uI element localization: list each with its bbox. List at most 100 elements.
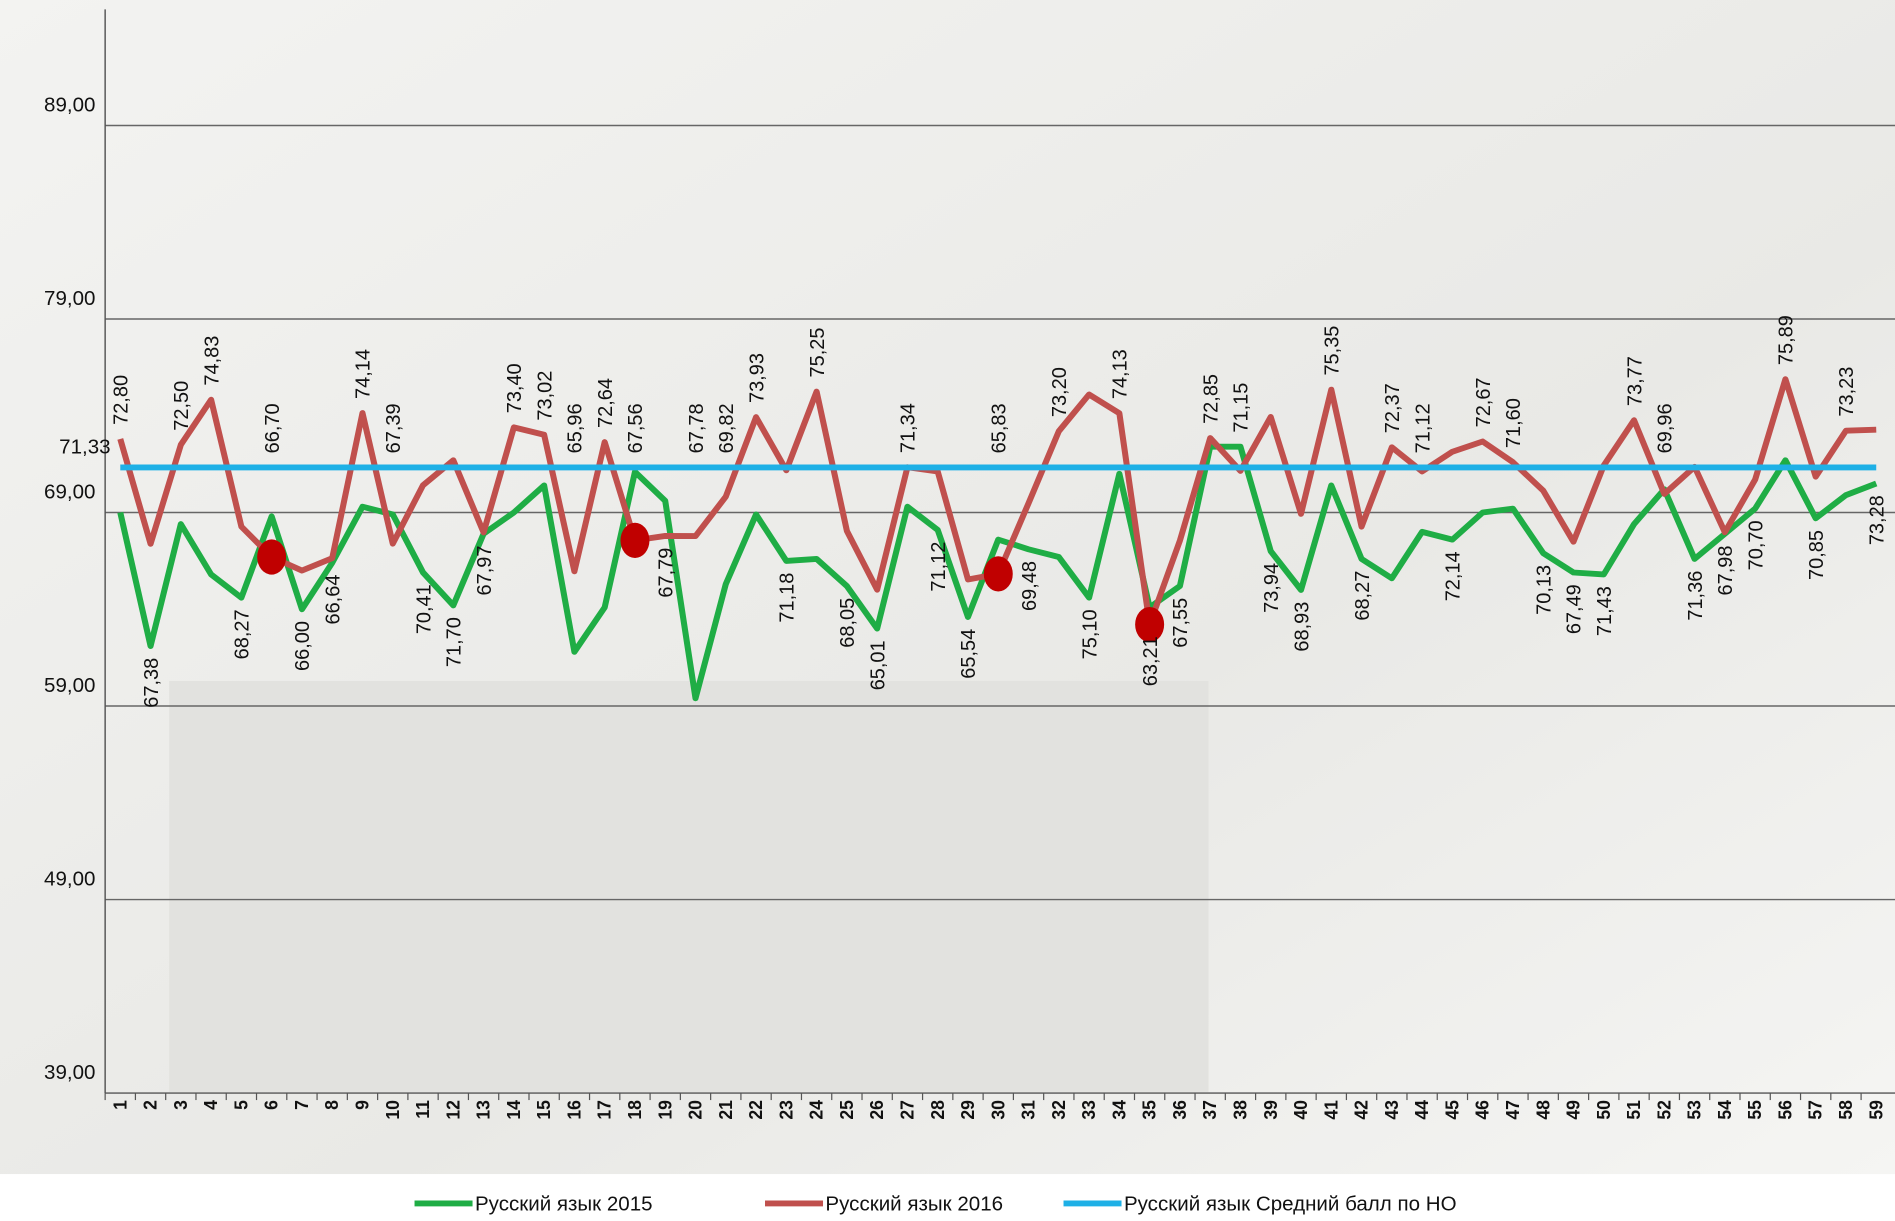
- y-tick-label: 69,00: [44, 482, 95, 504]
- x-tick-label: 46: [1472, 1100, 1492, 1120]
- legend-label: Русский язык 2015: [475, 1194, 653, 1216]
- x-tick-label: 58: [1836, 1100, 1856, 1120]
- legend-label: Русский язык 2016: [825, 1194, 1003, 1216]
- data-label: 66,00: [292, 621, 314, 671]
- data-label: 72,80: [110, 375, 132, 425]
- x-tick-label: 43: [1382, 1100, 1402, 1120]
- data-label: 70,41: [413, 584, 435, 634]
- data-label: 67,98: [1715, 546, 1737, 596]
- chart: 39,0049,0059,0069,0079,0089,001234567891…: [0, 0, 1895, 1221]
- x-tick-label: 55: [1745, 1100, 1765, 1120]
- x-tick-label: 37: [1200, 1100, 1220, 1120]
- data-label: 66,70: [262, 403, 284, 453]
- data-label: 67,56: [625, 403, 647, 453]
- x-tick-label: 45: [1442, 1100, 1462, 1120]
- data-label: 74,14: [352, 349, 374, 399]
- data-label: 75,35: [1321, 326, 1343, 376]
- data-label: 67,79: [655, 548, 677, 598]
- x-tick-label: 25: [837, 1100, 857, 1120]
- x-tick-label: 42: [1351, 1100, 1371, 1120]
- x-tick-label: 26: [867, 1100, 887, 1120]
- x-tick-label: 14: [504, 1100, 524, 1120]
- x-tick-label: 32: [1049, 1100, 1069, 1120]
- data-label: 70,70: [1745, 520, 1767, 570]
- x-tick-label: 49: [1563, 1100, 1583, 1120]
- x-tick-label: 3: [171, 1100, 191, 1110]
- x-tick-label: 2: [140, 1100, 160, 1110]
- data-label: 67,78: [686, 403, 708, 453]
- x-tick-label: 36: [1170, 1100, 1190, 1120]
- data-label: 73,93: [746, 353, 768, 403]
- data-label: 68,93: [1291, 602, 1313, 652]
- x-tick-label: 9: [352, 1100, 372, 1110]
- x-tick-label: 44: [1412, 1100, 1432, 1120]
- data-label: 71,33: [59, 437, 110, 459]
- data-label: 65,96: [564, 403, 586, 453]
- data-label: 72,85: [1200, 374, 1222, 424]
- x-tick-label: 50: [1594, 1100, 1614, 1120]
- data-label: 71,12: [928, 542, 950, 592]
- data-label: 72,37: [1382, 383, 1404, 433]
- data-label: 73,77: [1624, 356, 1646, 406]
- x-tick-label: 33: [1079, 1100, 1099, 1120]
- x-tick-label: 52: [1654, 1100, 1674, 1120]
- data-label: 71,70: [443, 617, 465, 667]
- data-label: 71,12: [1412, 403, 1434, 453]
- x-tick-label: 4: [201, 1100, 221, 1110]
- highlight-marker: [984, 556, 1013, 591]
- data-label: 65,54: [958, 629, 980, 679]
- x-tick-label: 17: [594, 1100, 614, 1120]
- data-label: 71,18: [776, 573, 798, 623]
- data-label: 73,23: [1836, 367, 1858, 417]
- data-label: 75,89: [1775, 315, 1797, 365]
- data-label: 72,50: [171, 381, 193, 431]
- x-tick-label: 5: [231, 1100, 251, 1110]
- data-label: 71,60: [1503, 398, 1525, 448]
- data-label: 72,14: [1442, 551, 1464, 601]
- x-tick-label: 57: [1805, 1100, 1825, 1120]
- data-label: 70,85: [1806, 530, 1828, 580]
- data-label: 75,25: [807, 328, 829, 378]
- data-label: 70,13: [1533, 565, 1555, 615]
- x-tick-label: 39: [1261, 1100, 1281, 1120]
- highlight-marker: [620, 523, 649, 558]
- data-label: 67,38: [141, 658, 163, 708]
- x-tick-label: 24: [806, 1100, 826, 1120]
- y-tick-label: 49,00: [44, 869, 95, 891]
- x-tick-label: 35: [1139, 1100, 1159, 1120]
- data-label: 69,48: [1019, 561, 1041, 611]
- x-tick-label: 54: [1715, 1100, 1735, 1120]
- x-tick-label: 20: [685, 1100, 705, 1120]
- x-tick-label: 8: [322, 1100, 342, 1110]
- x-tick-label: 27: [897, 1100, 917, 1120]
- data-label: 74,83: [201, 336, 223, 386]
- data-label: 66,64: [322, 575, 344, 625]
- y-tick-label: 39,00: [44, 1062, 95, 1084]
- background-building: [169, 681, 1208, 1092]
- x-tick-label: 7: [292, 1100, 312, 1110]
- data-label: 67,39: [383, 403, 405, 453]
- x-tick-label: 15: [534, 1100, 554, 1120]
- x-tick-label: 41: [1321, 1100, 1341, 1120]
- data-label: 63,21: [1140, 636, 1162, 686]
- data-label: 73,28: [1866, 495, 1888, 545]
- data-label: 67,55: [1170, 598, 1192, 648]
- data-label: 72,67: [1473, 377, 1495, 427]
- data-label: 68,27: [231, 609, 253, 659]
- data-label: 71,36: [1685, 571, 1707, 621]
- data-label: 73,20: [1049, 367, 1071, 417]
- x-tick-label: 48: [1533, 1100, 1553, 1120]
- data-label: 71,34: [897, 403, 919, 453]
- data-label: 65,01: [867, 640, 889, 690]
- data-label: 67,97: [474, 546, 496, 596]
- x-tick-label: 38: [1230, 1100, 1250, 1120]
- highlight-marker: [257, 539, 286, 574]
- y-tick-label: 89,00: [44, 95, 95, 117]
- data-label: 73,02: [534, 371, 556, 421]
- data-label: 67,49: [1563, 584, 1585, 634]
- y-tick-label: 79,00: [44, 288, 95, 310]
- data-label: 74,13: [1109, 349, 1131, 399]
- x-tick-label: 13: [473, 1100, 493, 1120]
- x-tick-label: 51: [1624, 1100, 1644, 1120]
- x-tick-label: 6: [261, 1100, 281, 1110]
